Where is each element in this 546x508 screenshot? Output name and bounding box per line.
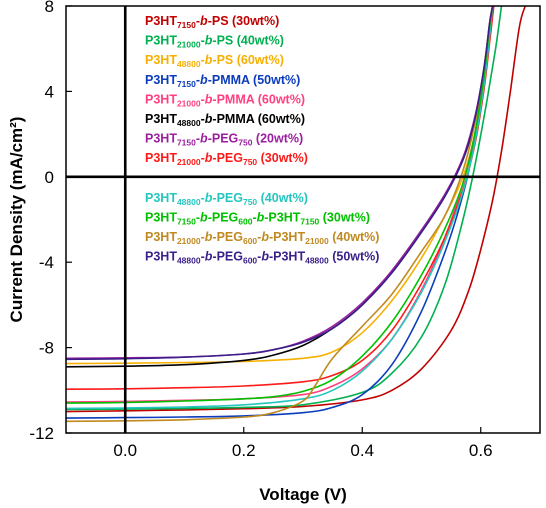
y-tick-label: 4 xyxy=(45,82,54,101)
series-line-2 xyxy=(66,6,503,411)
x-tick-label: 0.0 xyxy=(113,441,137,460)
y-tick-label: -4 xyxy=(39,253,54,272)
legend-entry-7: P3HT7150-b-PEG750 (20wt%) xyxy=(145,132,303,148)
plot-area xyxy=(66,6,540,433)
y-tick-label: -12 xyxy=(29,424,54,443)
x-tick-label: 0.2 xyxy=(232,441,256,460)
legend-entry-10: P3HT7150-b-PEG600-b-P3HT7150 (30wt%) xyxy=(145,210,370,226)
legend-entry-1: P3HT7150-b-PS (30wt%) xyxy=(145,14,279,30)
series-line-12 xyxy=(66,6,494,361)
zero-lines xyxy=(66,6,540,433)
x-axis-title: Voltage (V) xyxy=(259,485,347,504)
legend-entry-2: P3HT21000-b-PS (40wt%) xyxy=(145,34,284,50)
y-tick-label: 0 xyxy=(45,168,54,187)
y-axis-title: Current Density (mA/cm²) xyxy=(7,117,26,323)
legend-entry-3: P3HT48800-b-PS (60wt%) xyxy=(145,53,284,69)
curves-layer xyxy=(66,6,526,423)
legend-entry-4: P3HT7150-b-PMMA (50wt%) xyxy=(145,73,300,89)
ticks-layer: 0.0 0.2 0.4 0.6 -12 -8 -4 0 4 8 xyxy=(29,0,492,460)
legend-entry-8: P3HT21000-b-PEG750 (30wt%) xyxy=(145,151,308,167)
legend-entry-5: P3HT21000-b-PMMA (60wt%) xyxy=(145,92,305,108)
legend-entry-6: P3HT48800-b-PMMA (60wt%) xyxy=(145,112,305,128)
series-line-9 xyxy=(66,6,494,410)
x-tick-label: 0.6 xyxy=(469,441,493,460)
y-tick-label: -8 xyxy=(39,339,54,358)
legend-entry-11: P3HT21000-b-PEG600-b-P3HT21000 (40wt%) xyxy=(145,230,379,246)
legend-entry-9: P3HT48800-b-PEG750 (40wt%) xyxy=(145,191,308,207)
series-line-1 xyxy=(66,6,526,413)
x-tick-label: 0.4 xyxy=(350,441,374,460)
plot-frame xyxy=(65,5,541,434)
series-line-10 xyxy=(66,6,494,404)
legend-entry-12: P3HT48800-b-PEG600-b-P3HT48800 (50wt%) xyxy=(145,250,379,266)
y-tick-label: 8 xyxy=(45,0,54,16)
legend: P3HT7150-b-PS (30wt%) P3HT21000-b-PS (40w… xyxy=(145,14,379,266)
